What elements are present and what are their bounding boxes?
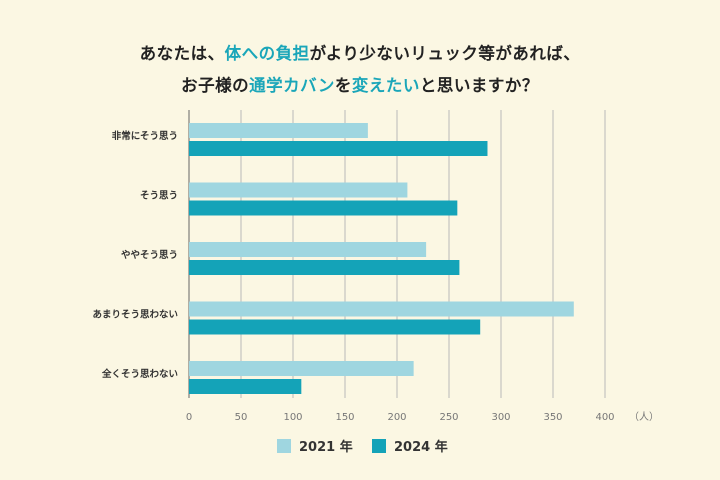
x-unit-label: （人）	[629, 411, 659, 423]
legend-swatch-2024	[372, 438, 386, 453]
x-tick-label-0: 0	[186, 412, 192, 423]
bar-2021-4	[189, 361, 414, 376]
x-tick-label-350: 350	[543, 412, 562, 423]
legend-item-2021: 2021 年	[277, 436, 353, 455]
legend-label-2024: 2024 年	[394, 440, 448, 455]
category-label-3: あまりそう思わない	[92, 309, 178, 321]
bar-2021-2	[189, 242, 427, 257]
x-tick-label-400: 400	[595, 412, 614, 423]
legend: 2021 年 2024 年	[0, 436, 720, 456]
title-line-1-part-0: あなたは、	[139, 44, 225, 63]
bar-2024-0	[189, 141, 488, 156]
bar-2024-4	[189, 379, 302, 394]
legend-item-2024: 2024 年	[372, 436, 448, 455]
chart-title: あなたは、体への負担がより少ないリュック等があれば、 お子様の通学カバンを変えた…	[0, 38, 720, 102]
x-tick-label-50: 50	[235, 412, 248, 423]
category-label-4: 全くそう思わない	[101, 368, 178, 380]
x-tick-label-300: 300	[491, 412, 510, 423]
category-label-0: 非常にそう思う	[112, 130, 178, 142]
title-line-1-part-2: がより少ないリュック等があれば、	[309, 44, 581, 63]
x-tick-label-250: 250	[439, 412, 458, 423]
x-tick-label-100: 100	[283, 412, 302, 423]
bar-2021-3	[189, 301, 574, 317]
title-line-2-part-0: お子様の	[181, 76, 250, 95]
x-tick-label-200: 200	[387, 412, 406, 423]
bar-2024-3	[189, 319, 481, 335]
category-label-2: ややそう思う	[121, 250, 178, 261]
title-line-2-part-1: 通学カバン	[249, 76, 335, 95]
title-line-2: お子様の通学カバンを変えたいと思いますか？	[0, 70, 720, 102]
bar-2024-2	[189, 260, 460, 275]
legend-label-2021: 2021 年	[299, 440, 353, 455]
title-line-1-part-1: 体への負担	[224, 44, 310, 63]
title-line-2-part-4: と思いますか？	[419, 76, 539, 95]
bar-2021-1	[189, 182, 408, 198]
title-line-2-part-2: を	[334, 76, 352, 95]
title-line-2-part-3: 変えたい	[351, 76, 420, 95]
legend-swatch-2021	[277, 438, 291, 453]
category-label-1: そう思う	[140, 191, 178, 202]
x-tick-label-150: 150	[335, 412, 354, 423]
bar-2024-1	[189, 200, 458, 216]
title-line-1: あなたは、体への負担がより少ないリュック等があれば、	[0, 38, 720, 70]
bar-2021-0	[189, 123, 368, 138]
